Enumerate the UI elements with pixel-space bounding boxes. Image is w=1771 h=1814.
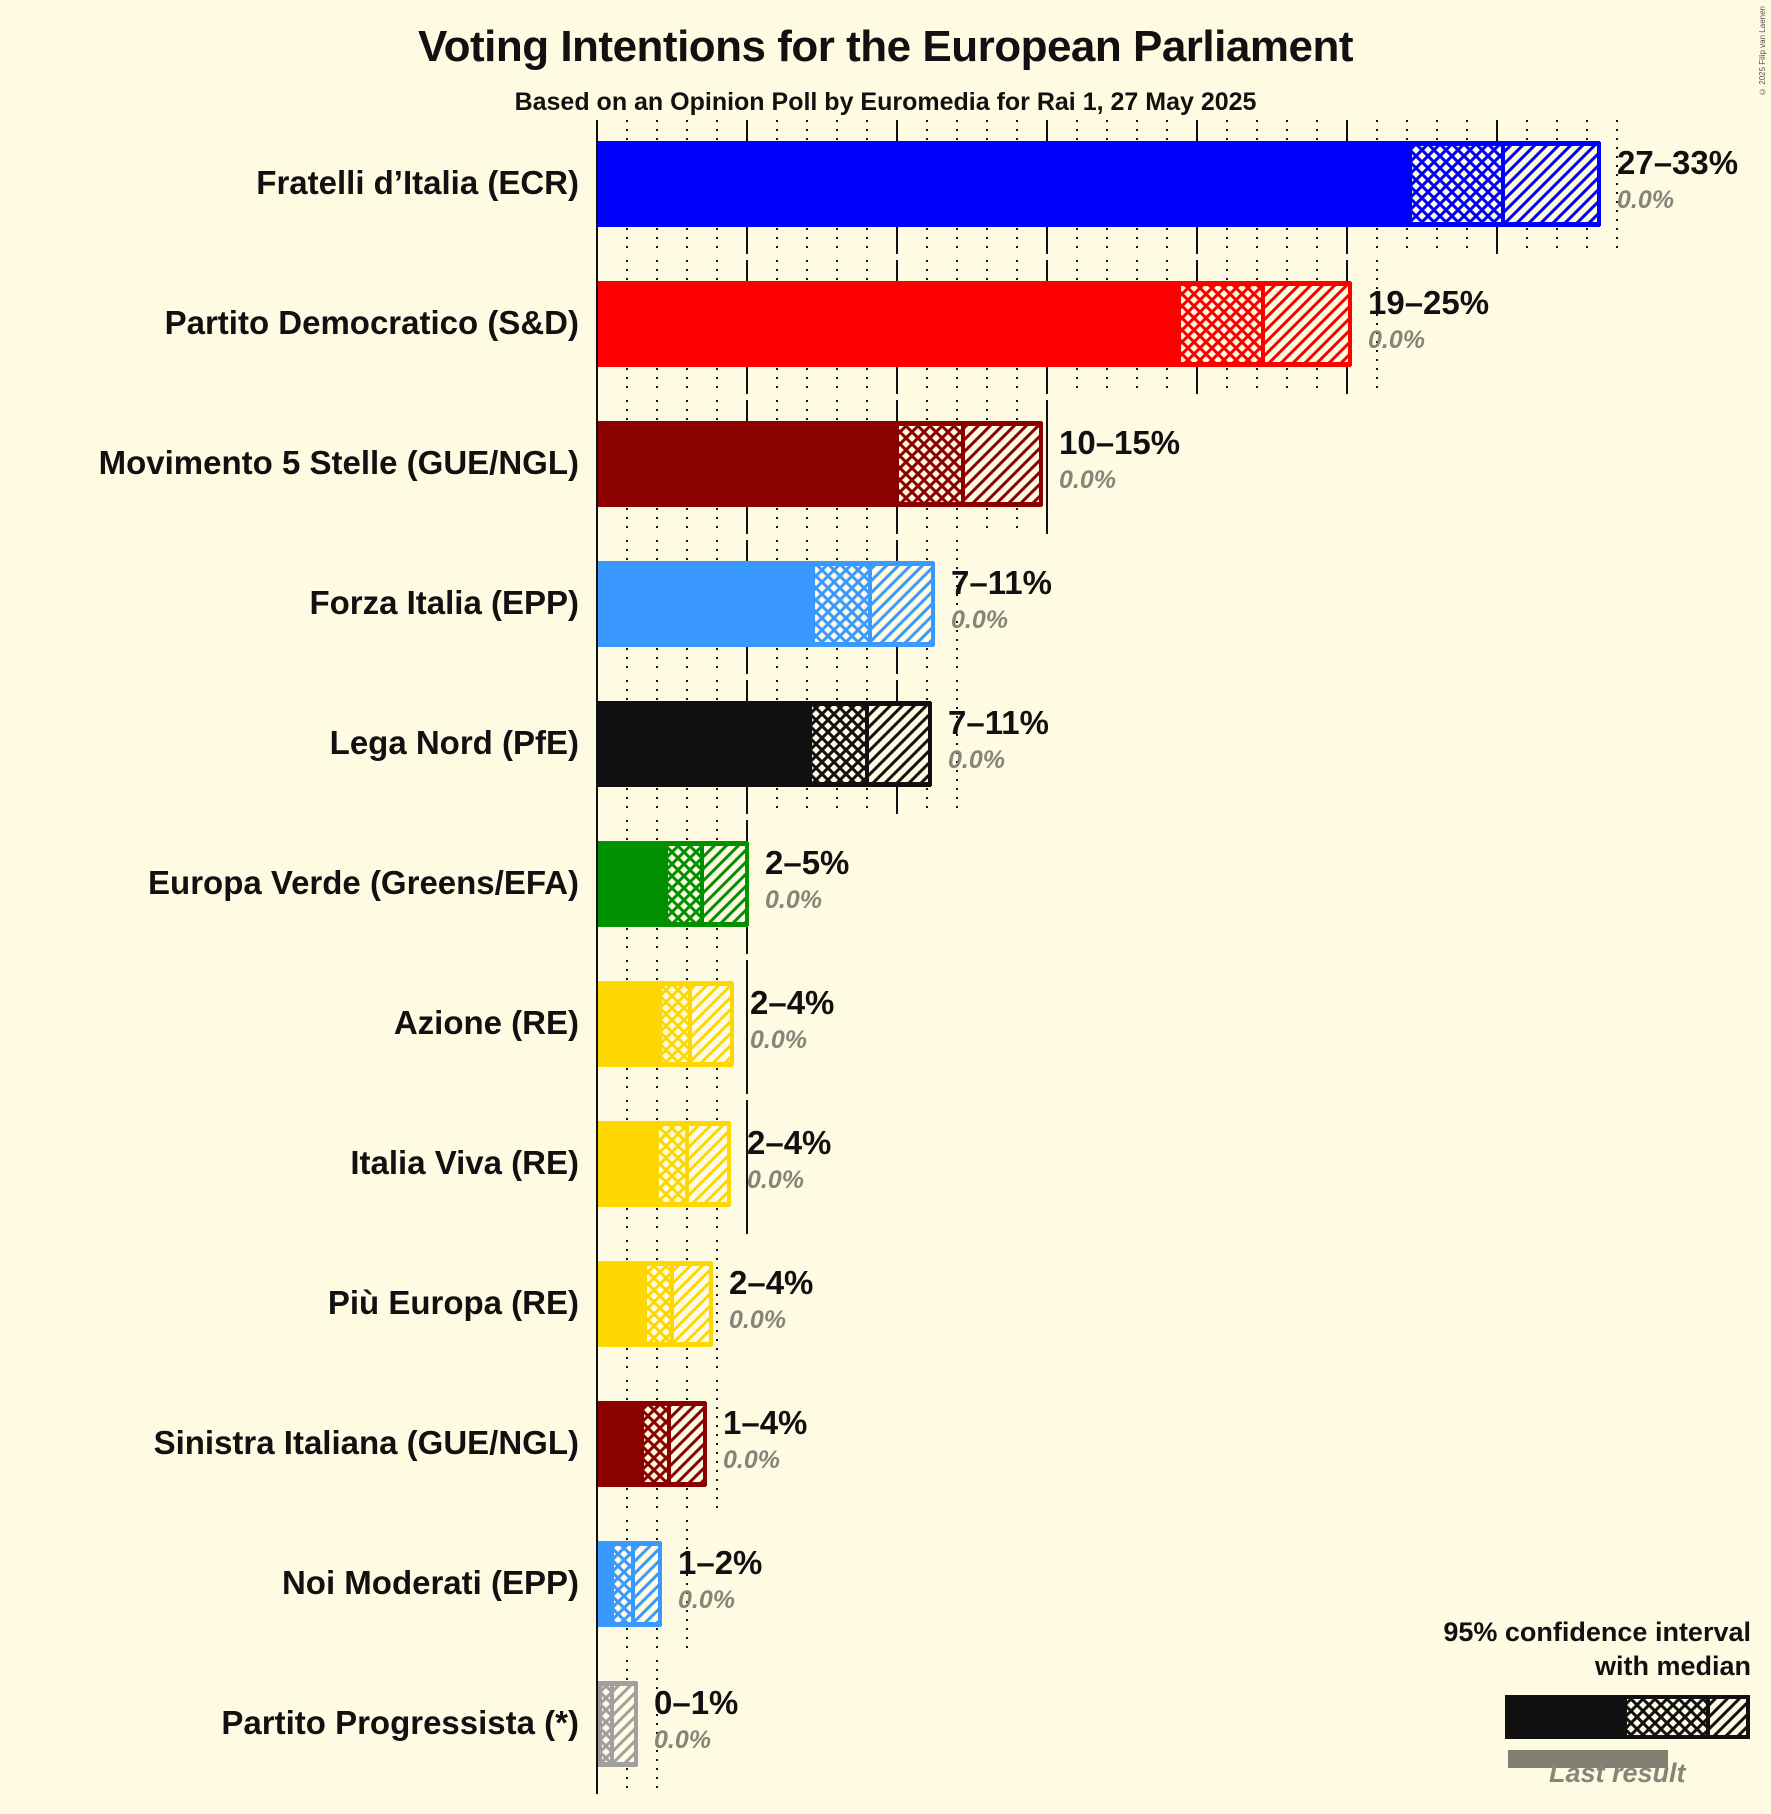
bar-ci-lower xyxy=(1410,144,1503,224)
bar-ci-upper xyxy=(702,844,747,924)
bar-group xyxy=(596,421,1043,507)
range-label: 2–4% xyxy=(747,1124,832,1161)
bar-solid xyxy=(597,842,666,926)
bar-solid xyxy=(597,1402,642,1486)
range-label: 1–2% xyxy=(678,1544,763,1581)
last-result-label: 0.0% xyxy=(1368,326,1425,354)
range-label: 19–25% xyxy=(1368,284,1490,321)
party-label: Azione (RE) xyxy=(393,1004,579,1041)
bar-group xyxy=(596,1681,638,1767)
bar-ci-upper xyxy=(687,1124,729,1204)
last-result-label: 0.0% xyxy=(723,1446,780,1474)
range-label: 0–1% xyxy=(654,1684,739,1721)
bar-ci-lower xyxy=(813,564,870,644)
bar-ci-lower xyxy=(645,1264,672,1344)
party-label: Partito Progressista (*) xyxy=(221,1704,579,1741)
party-label: Europa Verde (Greens/EFA) xyxy=(148,864,579,901)
party-label: Sinistra Italiana (GUE/NGL) xyxy=(153,1424,579,1461)
bar-ci-lower xyxy=(612,1544,633,1624)
party-label: Lega Nord (PfE) xyxy=(329,724,579,761)
range-label: 7–11% xyxy=(948,704,1049,741)
bar-ci-upper xyxy=(690,984,732,1064)
party-label: Noi Moderati (EPP) xyxy=(281,1564,579,1601)
bar-ci-upper xyxy=(672,1264,711,1344)
range-label: 1–4% xyxy=(723,1404,808,1441)
bar-group xyxy=(596,981,734,1067)
bar-group xyxy=(596,141,1601,227)
bar-ci-upper xyxy=(669,1404,705,1484)
bar-ci-upper xyxy=(633,1544,660,1624)
bar-group xyxy=(596,1401,707,1487)
party-label: Fratelli d’Italia (ECR) xyxy=(256,164,579,201)
legend-title-line2: with median xyxy=(1594,1651,1751,1681)
party-label: Più Europa (RE) xyxy=(327,1284,579,1321)
party-label: Movimento 5 Stelle (GUE/NGL) xyxy=(98,444,579,481)
bar-ci-upper xyxy=(870,564,933,644)
bar-ci-lower xyxy=(897,424,963,504)
bar-ci-lower xyxy=(1179,284,1263,364)
bar-ci-upper xyxy=(963,424,1041,504)
bar-solid xyxy=(597,1262,645,1346)
bar-group xyxy=(596,561,935,647)
party-label: Forza Italia (EPP) xyxy=(309,584,579,621)
party-label: Italia Viva (RE) xyxy=(350,1144,579,1181)
range-label: 7–11% xyxy=(951,564,1052,601)
bar-solid xyxy=(597,702,810,786)
bar-group xyxy=(596,1541,662,1627)
bar-solid xyxy=(597,142,1410,226)
bar-solid xyxy=(597,1122,657,1206)
bar-ci-lower xyxy=(660,984,690,1064)
range-label: 2–5% xyxy=(765,844,850,881)
range-label: 2–4% xyxy=(729,1264,814,1301)
bar-group xyxy=(596,1261,713,1347)
last-result-label: 0.0% xyxy=(654,1726,711,1754)
bar-ci-lower xyxy=(600,1684,612,1764)
range-label: 27–33% xyxy=(1617,144,1739,181)
legend-title: 95% confidence interval with median xyxy=(1443,1615,1751,1683)
last-result-label: 0.0% xyxy=(951,606,1008,634)
last-result-label: 0.0% xyxy=(747,1166,804,1194)
range-label: 2–4% xyxy=(750,984,835,1021)
chart-title: Voting Intentions for the European Parli… xyxy=(418,22,1353,71)
bar-ci-upper xyxy=(1503,144,1599,224)
bar-ci-lower xyxy=(810,704,867,784)
bar-group xyxy=(596,701,932,787)
last-result-label: 0.0% xyxy=(750,1026,807,1054)
legend-last-result-label: Last result xyxy=(1549,1758,1686,1788)
bar-solid xyxy=(597,1542,612,1626)
bar-group xyxy=(596,281,1352,367)
last-result-label: 0.0% xyxy=(765,886,822,914)
bar-ci-lower xyxy=(642,1404,669,1484)
bar-ci-lower xyxy=(666,844,702,924)
range-label: 10–15% xyxy=(1059,424,1181,461)
legend-title-line1: 95% confidence interval xyxy=(1443,1617,1751,1647)
bar-group xyxy=(596,841,749,927)
bar-ci-upper xyxy=(1263,284,1350,364)
bar-ci-upper xyxy=(867,704,930,784)
last-result-label: 0.0% xyxy=(729,1306,786,1334)
last-result-label: 0.0% xyxy=(678,1586,735,1614)
last-result-label: 0.0% xyxy=(948,746,1005,774)
chart-subtitle: Based on an Opinion Poll by Euromedia fo… xyxy=(514,88,1257,116)
party-label: Partito Democratico (S&D) xyxy=(164,304,579,341)
bar-solid xyxy=(597,982,660,1066)
last-result-label: 0.0% xyxy=(1617,186,1674,214)
bar-solid xyxy=(597,562,813,646)
last-result-label: 0.0% xyxy=(1059,466,1116,494)
bar-solid xyxy=(597,422,897,506)
bar-ci-upper xyxy=(612,1684,636,1764)
bar-group xyxy=(596,1121,731,1207)
bar-solid xyxy=(597,282,1179,366)
bar-ci-lower xyxy=(657,1124,687,1204)
legend-swatch xyxy=(1505,1695,1750,1768)
